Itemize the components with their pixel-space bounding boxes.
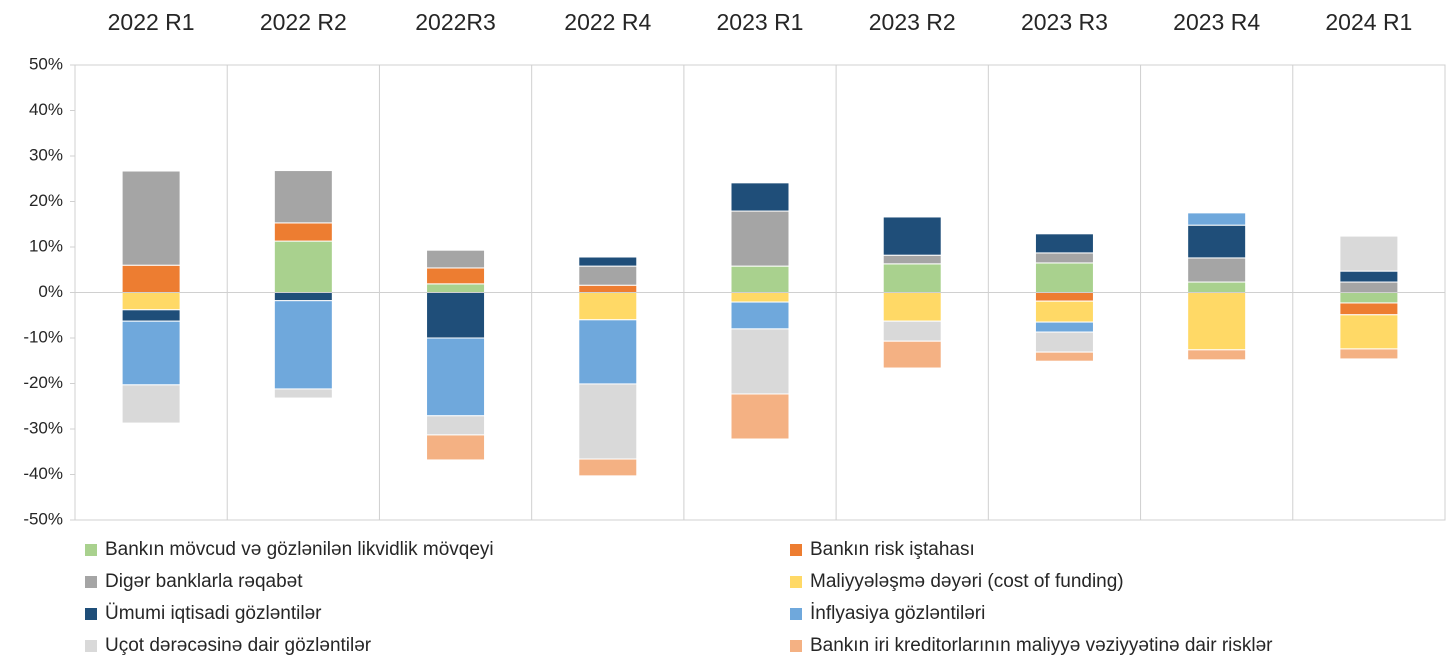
category-label: 2022R3	[415, 9, 496, 35]
bar-segment	[1339, 348, 1399, 360]
y-tick-label: -20%	[23, 373, 63, 392]
bar-segment	[1034, 321, 1094, 333]
category-label: 2022 R2	[260, 9, 347, 35]
bar-segment	[1187, 349, 1247, 361]
legend-label: Ümumi iqtisadi gözləntilər	[105, 603, 322, 624]
bar-segment	[882, 292, 942, 322]
bar-segment	[1034, 292, 1094, 302]
bar-segment	[1339, 270, 1399, 283]
y-tick-label: 20%	[29, 191, 63, 210]
legend-label: Maliyyələşmə dəyəri (cost of funding)	[810, 571, 1124, 592]
legend-swatch	[790, 544, 802, 556]
bar-segment	[730, 182, 790, 212]
y-tick-label: 30%	[29, 145, 63, 164]
category-label: 2023 R3	[1021, 9, 1108, 35]
bar-segment	[882, 263, 942, 293]
bar-segment	[426, 415, 486, 436]
y-tick-label: -10%	[23, 327, 63, 346]
bar-segment	[1339, 292, 1399, 304]
bar-segment	[730, 265, 790, 293]
bar-segment	[121, 264, 181, 294]
bar-segment	[1034, 233, 1094, 254]
bar-segment	[730, 210, 790, 267]
bar-segment	[1034, 300, 1094, 323]
bar-segment	[578, 383, 638, 460]
bar-segment	[1187, 257, 1247, 283]
bar-segment	[273, 240, 333, 294]
bar-segment	[1187, 292, 1247, 351]
bar-segment	[273, 170, 333, 224]
bar-segment	[730, 328, 790, 395]
bar-segment	[730, 393, 790, 440]
bar-segment	[730, 292, 790, 303]
bar-segment	[273, 388, 333, 399]
y-tick-label: -50%	[23, 509, 63, 528]
bar-segment	[121, 170, 181, 266]
bar-segment	[121, 292, 181, 311]
category-label: 2024 R1	[1325, 9, 1412, 35]
legend-label: Bankın mövcud və gözlənilən likvidlik mö…	[105, 539, 494, 560]
bar-segment	[426, 283, 486, 294]
bar-segment	[882, 254, 942, 265]
y-tick-label: -40%	[23, 464, 63, 483]
bar-segment	[1339, 302, 1399, 316]
legend-label: İnflyasiya gözləntiləri	[810, 603, 985, 624]
legend-swatch	[85, 608, 97, 620]
legend-label: Bankın iri kreditorlarının maliyyə vəziy…	[810, 635, 1273, 656]
legend-swatch	[790, 608, 802, 620]
bar-segment	[1187, 224, 1247, 259]
bar-segment	[1187, 212, 1247, 226]
legend-swatch	[85, 640, 97, 652]
y-tick-label: 50%	[29, 54, 63, 73]
bar-segment	[426, 337, 486, 417]
y-tick-label: 40%	[29, 100, 63, 119]
bar-segment	[426, 434, 486, 461]
bar-segment	[426, 267, 486, 285]
category-label: 2023 R2	[869, 9, 956, 35]
bar-segment	[121, 320, 181, 386]
legend-label: Uçot dərəcəsinə dair gözləntilər	[105, 635, 372, 656]
bar-segment	[1034, 351, 1094, 362]
bar-segment	[578, 292, 638, 321]
y-tick-label: -30%	[23, 418, 63, 437]
bar-segment	[273, 300, 333, 390]
legend-swatch	[790, 640, 802, 652]
bar-segment	[578, 256, 638, 267]
y-tick-label: 0%	[38, 282, 63, 301]
bar-segment	[882, 216, 942, 256]
bar-segment	[578, 265, 638, 286]
bar-segment	[1034, 262, 1094, 293]
bar-segment	[1339, 235, 1399, 272]
bar-segment	[1034, 331, 1094, 353]
legend-swatch	[85, 544, 97, 556]
category-label: 2022 R1	[108, 9, 195, 35]
bar-segment	[1187, 281, 1247, 294]
bar-segment	[273, 292, 333, 302]
bar-segment	[578, 284, 638, 294]
y-tick-label: 10%	[29, 236, 63, 255]
bar-segment	[273, 222, 333, 242]
category-label: 2023 R4	[1173, 9, 1260, 35]
bar-segment	[578, 319, 638, 385]
legend-swatch	[85, 576, 97, 588]
bar-segment	[882, 340, 942, 369]
legend-label: Digər banklarla rəqabət	[105, 571, 303, 592]
bar-segment	[121, 384, 181, 424]
bar-segment	[1034, 252, 1094, 264]
bar-segment	[1339, 281, 1399, 294]
bar-segment	[426, 292, 486, 339]
bar-segment	[578, 458, 638, 477]
bar-segment	[121, 309, 181, 322]
legend-label: Bankın risk iştahası	[810, 539, 975, 560]
category-label: 2023 R1	[717, 9, 804, 35]
bar-segment	[730, 301, 790, 330]
bar-segment	[426, 249, 486, 269]
category-label: 2022 R4	[564, 9, 651, 35]
bar-segment	[882, 320, 942, 342]
legend-swatch	[790, 576, 802, 588]
bar-segment	[1339, 314, 1399, 350]
